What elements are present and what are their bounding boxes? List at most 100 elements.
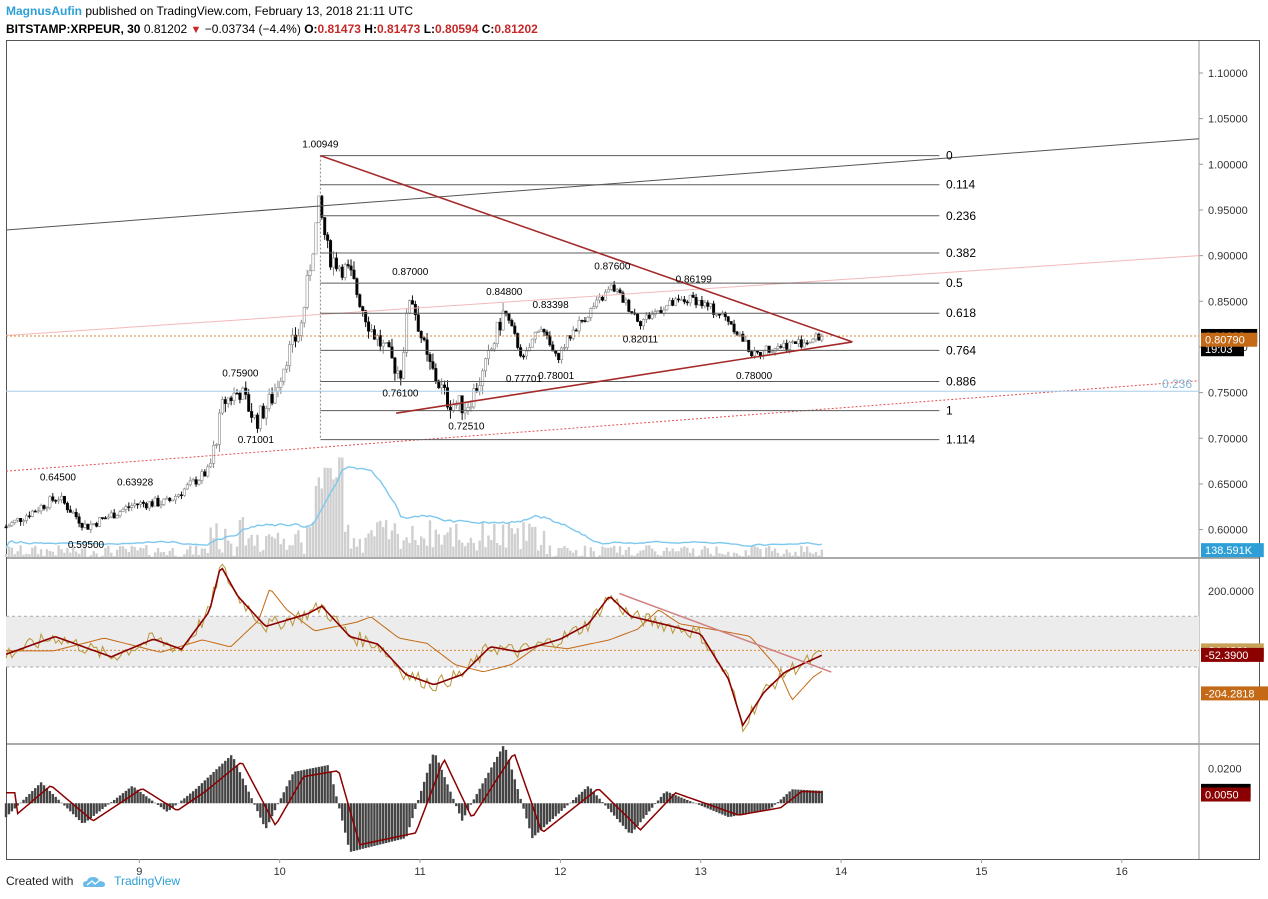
volume-bar: [19, 545, 22, 557]
y-tick-label: 1.00000: [1208, 159, 1248, 171]
candle-body: [92, 523, 96, 525]
macd-histogram-bar: [63, 803, 66, 806]
volume-bar: [402, 540, 405, 557]
macd-histogram-bar: [662, 793, 666, 804]
candle-body: [223, 399, 227, 404]
volume-bar: [326, 467, 329, 557]
candle-body: [74, 511, 78, 518]
author-link[interactable]: MagnusAufin: [6, 4, 82, 18]
candle-body: [755, 350, 759, 353]
macd-histogram-bar: [417, 799, 420, 804]
candle-body: [57, 499, 61, 502]
macd-histogram-bar: [642, 803, 645, 819]
volume-bar: [285, 549, 288, 557]
volume-bar: [171, 548, 174, 557]
macd-histogram-bar: [504, 749, 508, 804]
macd-histogram-bar: [92, 803, 95, 816]
candle-body: [504, 310, 508, 315]
candle-body: [639, 321, 643, 327]
macd-histogram-bar: [703, 803, 707, 808]
volume-bar: [455, 523, 458, 557]
volume-bar: [671, 548, 674, 557]
volume-bar: [174, 555, 177, 557]
macd-histogram-bar: [384, 803, 388, 844]
macd-badge: 0.0050: [1205, 790, 1239, 802]
macd-histogram-bar: [265, 803, 268, 829]
candle-body: [349, 265, 353, 271]
macd-histogram-bar: [484, 778, 487, 804]
candle-body: [492, 343, 496, 350]
volume-bar: [112, 556, 116, 557]
macd-histogram-bar: [425, 772, 429, 804]
candle-body: [174, 496, 178, 501]
volume-bar: [57, 545, 60, 557]
macd-histogram-bar: [127, 788, 131, 804]
macd-histogram-bar: [294, 771, 297, 804]
macd-histogram-bar: [782, 796, 785, 804]
macd-histogram-bar: [370, 803, 373, 847]
tradingview-link[interactable]: TradingView: [114, 874, 181, 888]
candle-body: [817, 333, 821, 341]
macd-histogram-bar: [639, 803, 642, 823]
volume-bar: [534, 526, 537, 557]
volume-bar: [542, 530, 546, 557]
volume-bar: [557, 547, 560, 557]
macd-histogram-bar: [218, 766, 221, 804]
candle-body: [13, 519, 17, 523]
volume-bar: [156, 548, 160, 557]
volume-bar: [104, 547, 107, 557]
candle-body: [139, 501, 143, 505]
candle-body: [212, 444, 216, 464]
macd-histogram-bar: [744, 803, 747, 814]
macd-histogram-bar: [618, 803, 622, 823]
macd-histogram-bar: [770, 803, 774, 808]
volume-bar: [317, 477, 321, 557]
macd-histogram-bar: [162, 803, 166, 810]
candle-body: [636, 313, 640, 322]
candle-body: [206, 466, 210, 477]
volume-bar: [229, 543, 233, 557]
macd-histogram-bar: [34, 788, 37, 804]
candle-body: [241, 387, 245, 400]
candle-body: [182, 488, 186, 496]
candle-body: [352, 269, 356, 279]
candle-body: [796, 339, 800, 345]
cci-tick-label: 200.0000: [1208, 586, 1254, 598]
volume-bar: [648, 545, 651, 557]
volume-bar: [554, 555, 557, 557]
macd-histogram-bar: [291, 774, 294, 804]
candle-body: [346, 264, 350, 267]
candle-body: [706, 302, 710, 307]
candle-body: [472, 388, 476, 408]
candle-body: [261, 405, 265, 419]
candle-body: [615, 289, 619, 292]
volume-bar: [481, 521, 484, 557]
candle-body: [565, 335, 569, 348]
macd-histogram-bar: [656, 800, 660, 804]
candle-body: [308, 270, 312, 276]
macd-histogram-bar: [785, 794, 788, 804]
candle-body: [779, 346, 783, 348]
candle-body: [106, 516, 110, 519]
macd-histogram-bar: [800, 789, 803, 804]
macd-histogram-bar: [516, 789, 519, 804]
candle-body: [36, 510, 40, 513]
macd-histogram-bar: [121, 793, 125, 804]
volume-bar: [39, 549, 43, 557]
volume-bar: [580, 555, 584, 557]
macd-histogram-bar: [10, 803, 14, 812]
candle-body: [185, 484, 189, 490]
macd-histogram-bar: [460, 803, 464, 821]
volume-bar: [420, 536, 423, 557]
candle-body: [24, 515, 28, 521]
candle-body: [802, 342, 806, 348]
candle-body: [16, 518, 20, 521]
macd-histogram-bar: [402, 803, 405, 839]
volume-bar: [659, 555, 663, 557]
price-badge-bg: [1201, 332, 1258, 347]
candle-body: [387, 342, 391, 348]
volume-bar: [288, 545, 291, 557]
candle-body: [717, 313, 721, 316]
macd-histogram-bar: [598, 798, 601, 804]
